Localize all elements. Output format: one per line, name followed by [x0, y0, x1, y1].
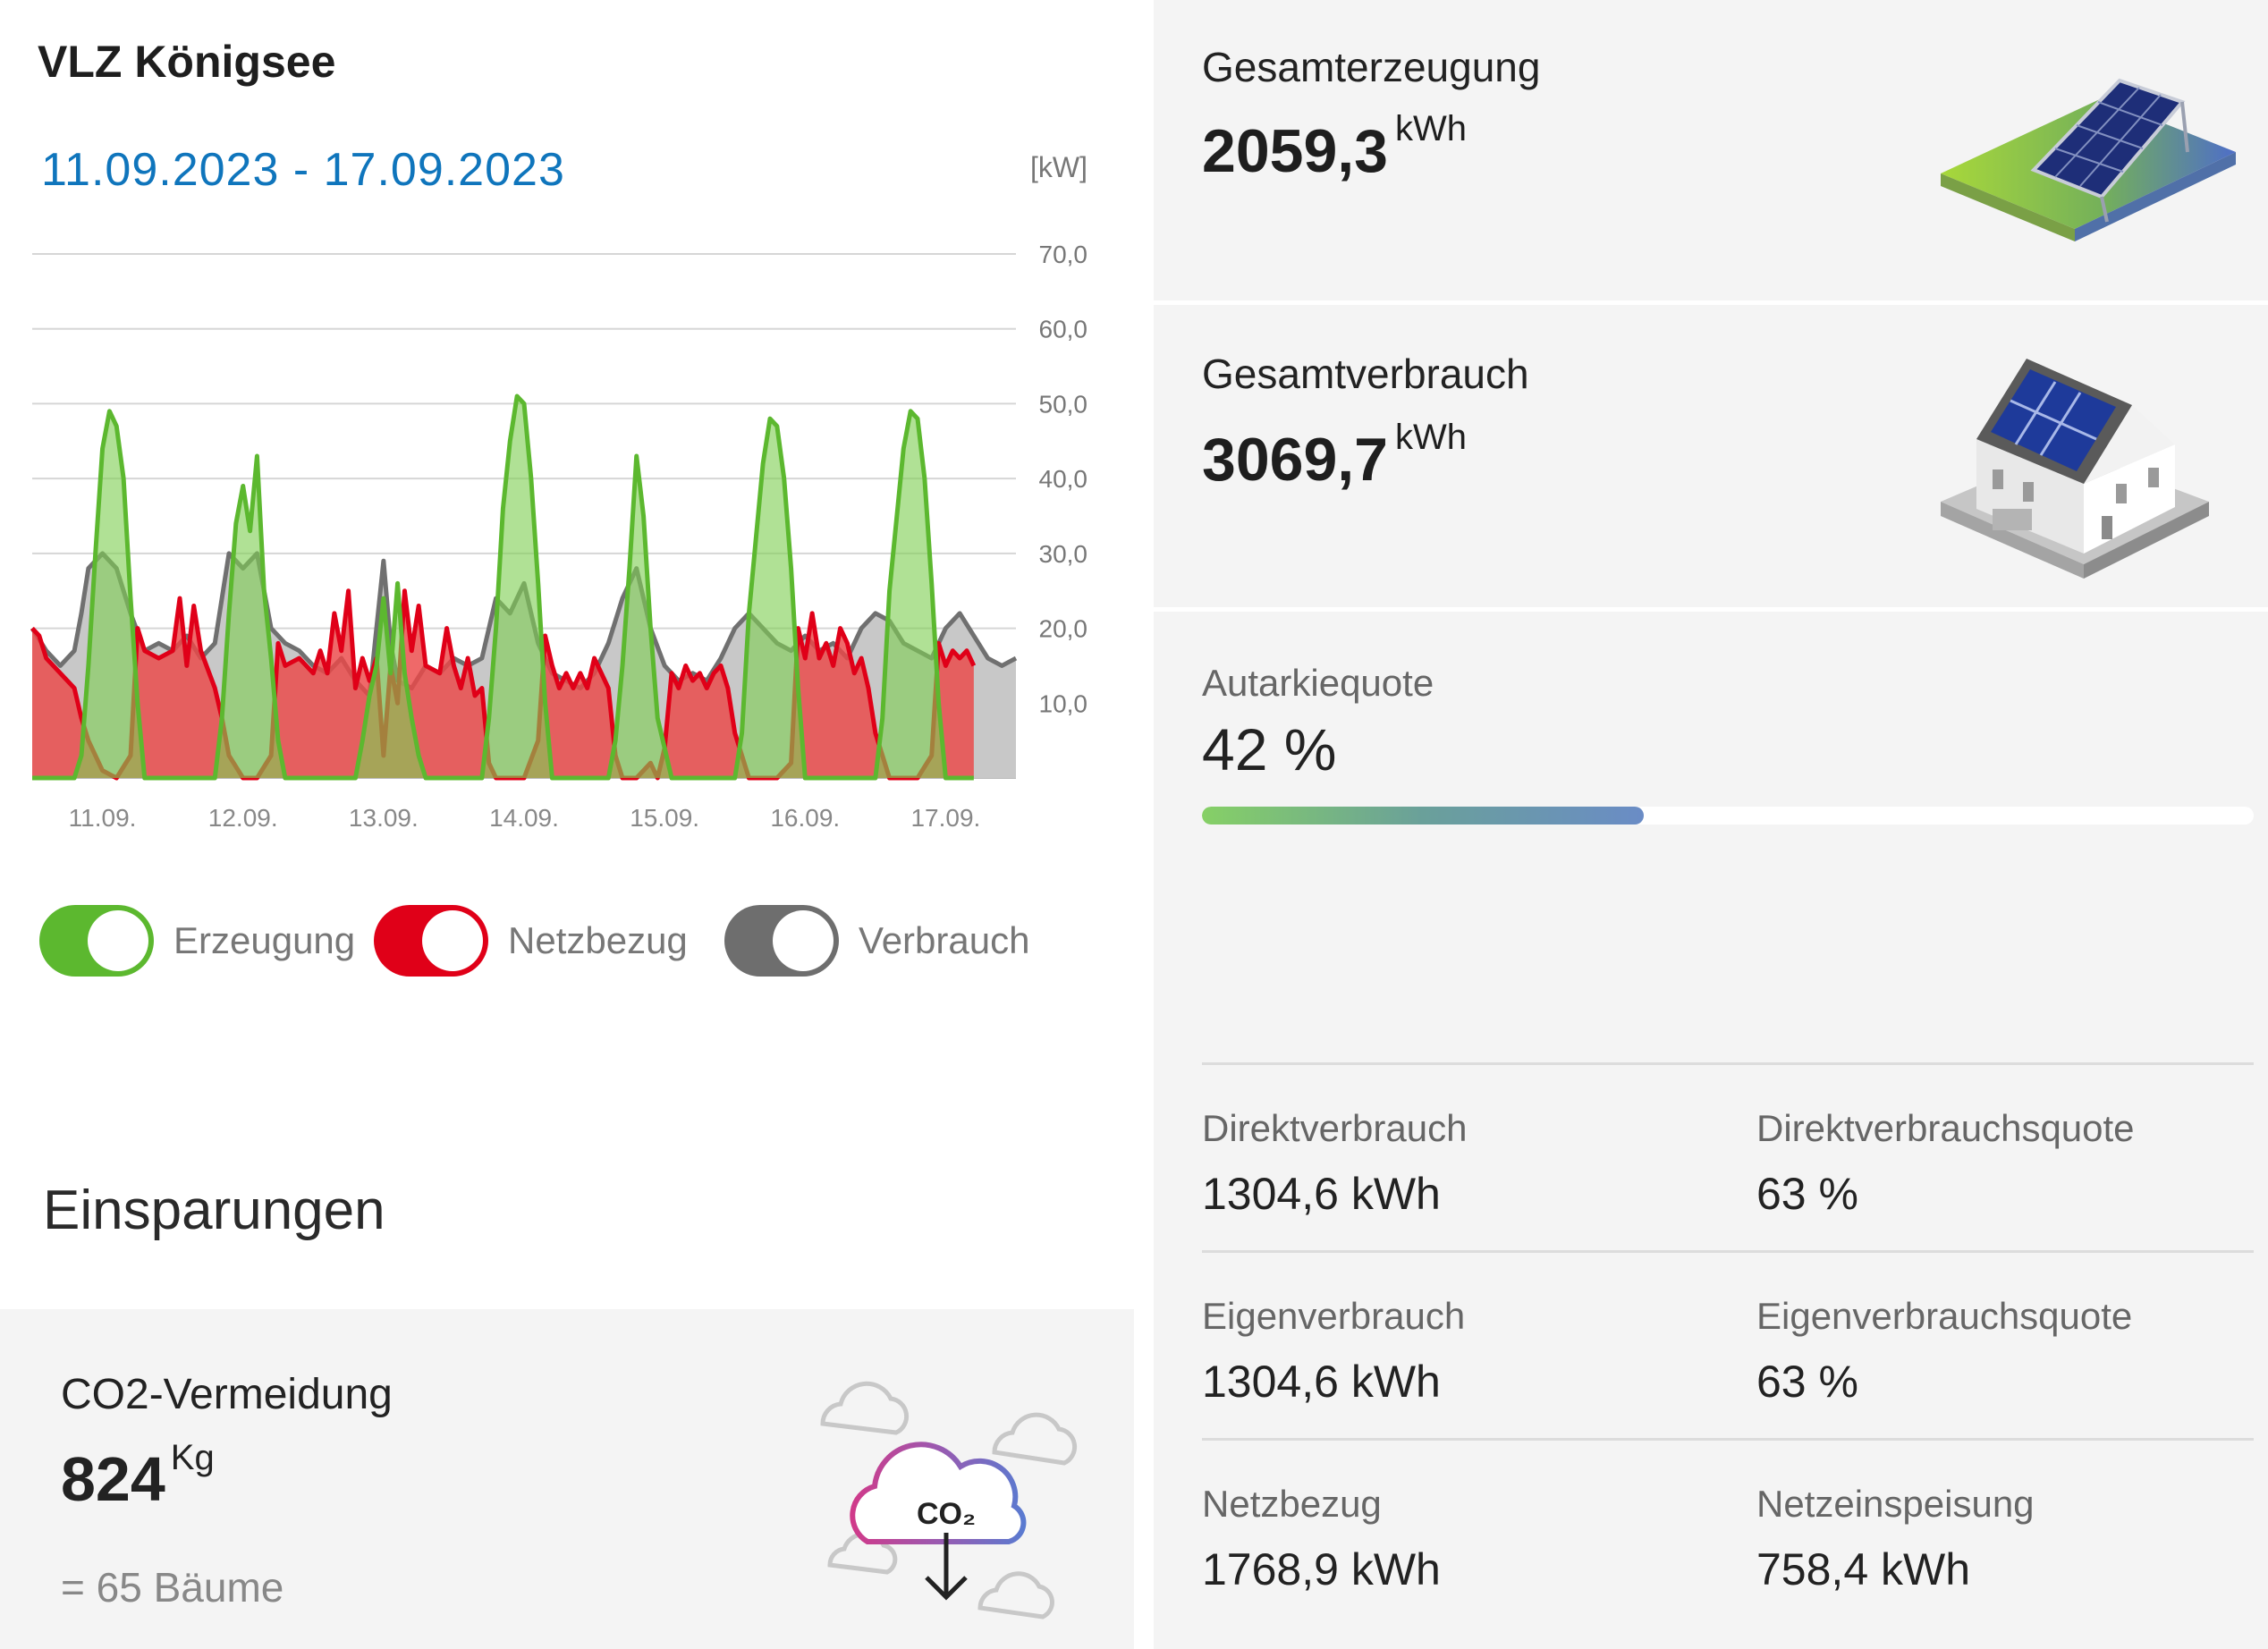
generation-card: Gesamterzeugung 2059,3 kWh — [1154, 0, 2268, 300]
date-range[interactable]: 11.09.2023 - 17.09.2023 — [41, 144, 565, 196]
y-tick-label: 10,0 — [1039, 689, 1088, 717]
legend-toggle-erzeugung[interactable]: Erzeugung — [39, 903, 355, 978]
savings-title: Einsparungen — [43, 1180, 385, 1241]
grid-import-value: 1768,9 kWh — [1202, 1544, 1441, 1594]
co2-trees: = 65 Bäume — [61, 1564, 284, 1611]
co2-value: 824 Kg — [61, 1438, 215, 1515]
generation-value-number: 2059,3 — [1202, 117, 1388, 185]
x-tick-label: 16.09. — [770, 804, 840, 832]
x-tick-label: 15.09. — [630, 804, 699, 832]
toggle-switch-netzbezug[interactable] — [374, 905, 488, 977]
power-chart-svg: [kW] 70,0 60,0 50,0 40,0 30,0 20,0 10,0 11.09.… — [30, 151, 1088, 832]
toggle-switch-erzeugung[interactable] — [39, 905, 154, 977]
section-divider — [1154, 300, 2268, 305]
consumption-card: Gesamtverbrauch 3069,7 kWh — [1154, 305, 2268, 607]
unit-label: [kW] — [1030, 151, 1087, 183]
toggle-knob — [422, 910, 483, 971]
x-tick-label: 14.09. — [489, 804, 559, 832]
y-tick-label: 20,0 — [1039, 615, 1088, 643]
x-tick-label: 17.09. — [910, 804, 980, 832]
self-consumption-value: 1304,6 kWh — [1202, 1357, 1441, 1407]
direct-consumption-label: Direktverbrauch — [1202, 1107, 1468, 1149]
power-chart[interactable]: [kW] 70,0 60,0 50,0 40,0 30,0 20,0 10,0 11.09.… — [0, 134, 1134, 850]
chart-legend: Erzeugung Netzbezug Verbrauch — [39, 903, 1113, 978]
consumption-label: Gesamtverbrauch — [1202, 351, 1529, 397]
row-divider — [1202, 1062, 2254, 1065]
consumption-value: 3069,7 kWh — [1202, 418, 1467, 495]
co2-unit: Kg — [170, 1438, 215, 1477]
grid-feed-in-label: Netzeinspeisung — [1756, 1483, 2035, 1525]
generation-value: 2059,3 kWh — [1202, 109, 1467, 186]
self-consumption-label: Eigenverbrauch — [1202, 1295, 1466, 1337]
x-tick-label: 11.09. — [69, 804, 137, 832]
site-title: VLZ Königsee — [38, 37, 336, 87]
y-tick-label: 30,0 — [1039, 540, 1088, 568]
row-divider — [1202, 1438, 2254, 1441]
self-consumption-rate-value: 63 % — [1756, 1357, 1858, 1407]
series-line-erzeugung — [32, 393, 974, 781]
right-panel: Gesamterzeugung 2059,3 kWh — [1154, 0, 2268, 1649]
direct-consumption-rate-label: Direktverbrauchsquote — [1756, 1107, 2135, 1149]
toggle-knob — [88, 910, 148, 971]
x-tick-label: 13.09. — [349, 804, 419, 832]
direct-consumption-value: 1304,6 kWh — [1202, 1169, 1441, 1219]
direct-consumption-rate-value: 63 % — [1756, 1169, 1858, 1219]
legend-label-erzeugung: Erzeugung — [173, 919, 356, 961]
legend-label-netzbezug: Netzbezug — [508, 919, 688, 961]
co2-card: CO2-Vermeidung 824 Kg = 65 Bäume CO₂ — [0, 1309, 1134, 1649]
grid-import-label: Netzbezug — [1202, 1483, 1382, 1525]
co2-value-number: 824 — [61, 1444, 165, 1514]
solar-panel-icon — [1941, 78, 2236, 241]
legend-toggle-verbrauch[interactable]: Verbrauch — [724, 903, 1029, 978]
co2-icon-text: CO₂ — [917, 1497, 976, 1531]
co2-cloud-icon: CO₂ — [820, 1381, 1078, 1619]
toggle-switch-verbrauch[interactable] — [724, 905, 839, 977]
house-solar-icon — [1941, 359, 2209, 579]
generation-label: Gesamterzeugung — [1202, 44, 1541, 90]
section-divider — [1154, 607, 2268, 612]
y-tick-label: 50,0 — [1039, 390, 1088, 418]
left-panel: VLZ Königsee 11.09.2023 - 17.09.2023 [kW… — [0, 37, 1134, 1649]
toggle-knob — [773, 910, 834, 971]
generation-unit: kWh — [1394, 109, 1467, 148]
self-consumption-rate-label: Eigenverbrauchsquote — [1756, 1295, 2133, 1337]
series-area-erzeugung — [32, 396, 974, 778]
legend-label-verbrauch: Verbrauch — [859, 919, 1030, 961]
autarky-label: Autarkiequote — [1202, 662, 1434, 704]
x-tick-label: 12.09. — [208, 804, 278, 832]
row-divider — [1202, 1250, 2254, 1253]
y-tick-label: 60,0 — [1039, 316, 1088, 343]
y-tick-label: 40,0 — [1039, 465, 1088, 493]
autarky-value: 42 % — [1202, 716, 1337, 782]
legend-toggle-netzbezug[interactable]: Netzbezug — [374, 903, 688, 978]
autarky-progress-track — [1202, 807, 2254, 824]
co2-label: CO2-Vermeidung — [61, 1371, 393, 1418]
consumption-unit: kWh — [1394, 418, 1467, 457]
autarky-progress-fill — [1202, 807, 1644, 824]
y-tick-label: 70,0 — [1039, 241, 1088, 268]
consumption-value-number: 3069,7 — [1202, 426, 1388, 494]
grid-feed-in-value: 758,4 kWh — [1756, 1544, 1971, 1594]
